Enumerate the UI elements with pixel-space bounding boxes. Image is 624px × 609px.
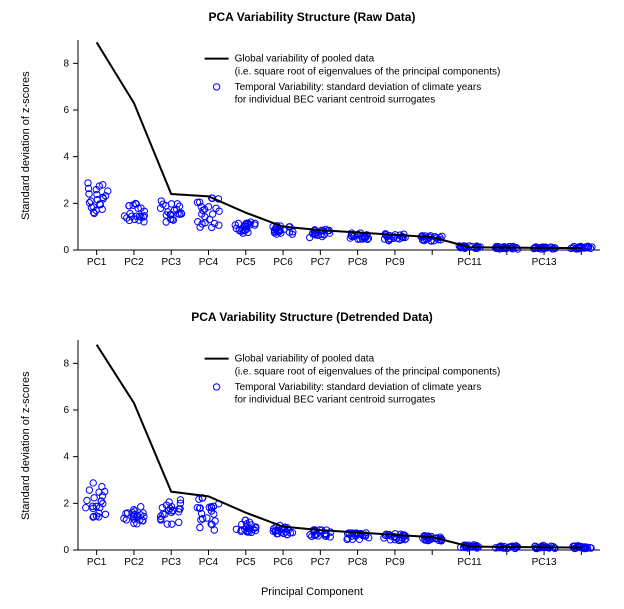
svg-text:PC3: PC3	[161, 257, 181, 268]
svg-text:PC8: PC8	[348, 557, 368, 568]
svg-text:Global variability of pooled d: Global variability of pooled data	[235, 354, 375, 365]
svg-text:PC11: PC11	[457, 557, 482, 568]
svg-text:PC1: PC1	[87, 557, 107, 568]
svg-text:Temporal Variability: standard: Temporal Variability: standard deviation…	[235, 82, 482, 93]
svg-text:PC9: PC9	[385, 257, 405, 268]
chart-panel-detrended: PCA Variability Structure (Detrended Dat…	[0, 300, 624, 590]
chart-title-detrended: PCA Variability Structure (Detrended Dat…	[0, 310, 624, 324]
svg-text:PC5: PC5	[236, 257, 256, 268]
svg-text:0: 0	[63, 245, 69, 256]
svg-text:6: 6	[63, 105, 69, 116]
svg-text:for individual BEC variant cen: for individual BEC variant centroid surr…	[235, 395, 436, 406]
svg-text:PC7: PC7	[311, 257, 331, 268]
svg-text:0: 0	[63, 545, 69, 556]
svg-text:8: 8	[63, 358, 69, 369]
ylabel-raw: Standard deviation of z-scores	[20, 71, 32, 220]
svg-text:4: 4	[63, 452, 69, 463]
svg-text:PC4: PC4	[199, 557, 219, 568]
svg-text:PC7: PC7	[311, 557, 331, 568]
svg-text:Global variability of pooled d: Global variability of pooled data	[235, 54, 375, 65]
page: PCA Variability Structure (Raw Data) Sta…	[0, 0, 624, 609]
svg-text:6: 6	[63, 405, 69, 416]
svg-text:2: 2	[63, 498, 69, 509]
svg-text:PC6: PC6	[273, 557, 293, 568]
svg-text:PC1: PC1	[87, 257, 107, 268]
chart-title-raw: PCA Variability Structure (Raw Data)	[0, 10, 624, 24]
svg-text:PC6: PC6	[273, 257, 293, 268]
chart-svg-detrended: 0 2 4 6 8 PC1 PC2 PC3 PC4 PC5 PC6 PC7 PC8 PC9 PC11 PC13…	[0, 300, 624, 590]
ylabel-detrended: Standard deviation of z-scores	[20, 371, 32, 520]
xlabel: Principal Component	[0, 586, 624, 598]
svg-text:PC13: PC13	[532, 257, 557, 268]
svg-text:for individual BEC variant cen: for individual BEC variant centroid surr…	[235, 95, 436, 106]
svg-text:PC13: PC13	[532, 557, 557, 568]
svg-text:PC4: PC4	[199, 257, 219, 268]
chart-panel-raw: PCA Variability Structure (Raw Data) Sta…	[0, 0, 624, 290]
svg-text:4: 4	[63, 152, 69, 163]
svg-text:PC3: PC3	[161, 557, 181, 568]
svg-text:PC8: PC8	[348, 257, 368, 268]
svg-text:PC2: PC2	[124, 557, 144, 568]
svg-text:PC2: PC2	[124, 257, 144, 268]
chart-svg-raw: 0 2 4 6 8 PC1 PC2 PC3 PC4 PC5 PC6 PC7 PC8 PC9 PC11 PC13…	[0, 0, 624, 290]
svg-text:PC11: PC11	[457, 257, 482, 268]
svg-text:2: 2	[63, 198, 69, 209]
svg-text:Temporal Variability: standard: Temporal Variability: standard deviation…	[235, 382, 482, 393]
svg-text:PC5: PC5	[236, 557, 256, 568]
svg-text:8: 8	[63, 58, 69, 69]
svg-text:(i.e. square root of eigenvalu: (i.e. square root of eigenvalues of the …	[235, 67, 501, 78]
svg-text:PC9: PC9	[385, 557, 405, 568]
svg-text:(i.e. square root of eigenvalu: (i.e. square root of eigenvalues of the …	[235, 367, 501, 378]
